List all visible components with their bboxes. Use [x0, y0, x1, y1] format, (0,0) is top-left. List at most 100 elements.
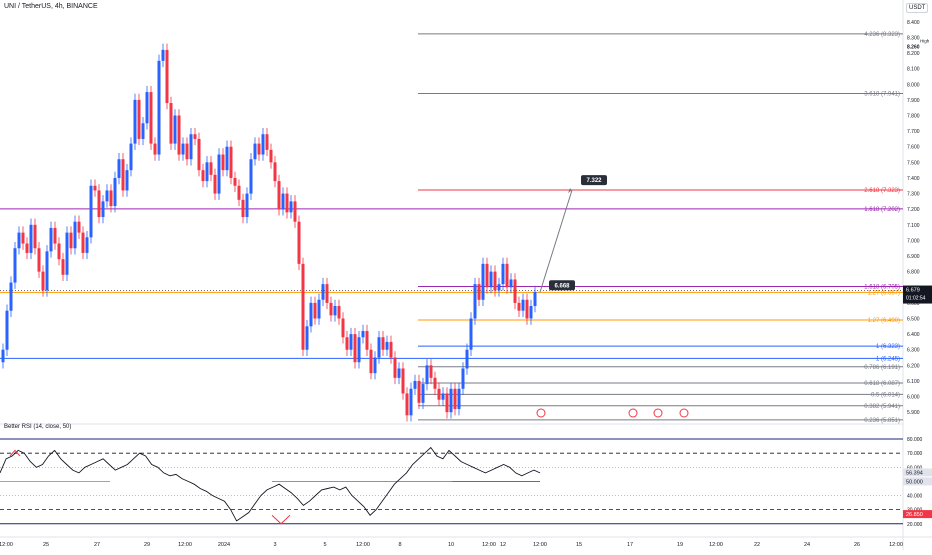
candle-body [449, 388, 453, 413]
candle-body [409, 388, 413, 416]
price-tick-label: 7.400 [907, 176, 920, 182]
candle-body [273, 162, 277, 182]
time-tick-label: 12:00 [356, 542, 370, 548]
candle-body [281, 193, 285, 210]
rsi-lower-value-tag [903, 510, 932, 519]
time-tick-label: 15 [576, 542, 582, 548]
time-tick-label: 22 [754, 542, 760, 548]
fib-level-label: 4.236 (8.323) [864, 32, 900, 38]
fib-level-label: 1 (6.323) [876, 344, 900, 350]
candle-body [329, 302, 333, 316]
time-tick-label: 27 [94, 542, 100, 548]
candle-body [437, 388, 441, 400]
candle-body [453, 388, 457, 410]
candle-body [465, 349, 469, 369]
time-tick-label: 12:00 [889, 542, 903, 548]
candle-body [341, 318, 345, 338]
price-tick-label: 8.200 [907, 51, 920, 57]
candle-body [521, 299, 525, 311]
candle-body [233, 177, 237, 186]
time-tick-label: 12:00 [709, 542, 723, 548]
event-icon [536, 408, 546, 418]
candle-body [49, 227, 53, 252]
candle-body [153, 143, 157, 155]
time-tick-label: 12:00 [0, 542, 13, 548]
candle-body [529, 306, 533, 319]
candle-body [325, 284, 329, 303]
projection-start-tag [549, 280, 575, 291]
candle-body [85, 237, 89, 253]
rsi-midline-value: 50.000 [906, 479, 923, 485]
candle-body [81, 232, 85, 253]
candle-body [157, 60, 161, 155]
candle-body [105, 190, 109, 202]
price-tick-label: 6.100 [907, 379, 920, 385]
candle-body [33, 224, 37, 249]
candle-body [481, 263, 485, 300]
candle-body [217, 154, 221, 194]
candle-body [1, 349, 5, 363]
rsi-title[interactable]: Better RSI (14, close, 50) [4, 424, 72, 430]
fib-level-label: 0.236 (5.851) [864, 418, 900, 424]
time-tick-label: 8 [398, 542, 401, 548]
candle-body [201, 170, 205, 182]
currency-label[interactable]: USDT [906, 3, 929, 13]
time-tick-label: 12:00 [178, 542, 192, 548]
candle-body [165, 49, 169, 104]
fib-level-label: 1.27 (6.490) [868, 318, 900, 324]
candle-body [309, 302, 313, 327]
high-label: High [920, 39, 930, 44]
candle-body [73, 221, 77, 249]
candle-body [189, 134, 193, 160]
candle-body [429, 365, 433, 378]
candle-body [369, 349, 373, 374]
price-tick-label: 7.100 [907, 223, 920, 229]
rsi-oversold-dip [271, 514, 291, 525]
price-tick-label: 6.200 [907, 363, 920, 369]
candle-body [261, 134, 265, 155]
candle-body [277, 181, 281, 210]
price-tick-label: 6.300 [907, 348, 920, 354]
candle-body [533, 291, 537, 307]
price-tick-label: 5.900 [907, 410, 920, 416]
candle-body [209, 162, 213, 175]
candle-body [361, 330, 365, 338]
fib-level-label: 2.618 (7.323) [864, 188, 900, 194]
candle-body [297, 221, 301, 264]
projection-end-tag [581, 175, 607, 186]
time-tick-label: 3 [273, 542, 276, 548]
projection-arrowhead [568, 188, 572, 194]
price-tick-label: 6.500 [907, 317, 920, 323]
candle-body [173, 115, 177, 144]
rsi-current-value-tag [903, 468, 932, 477]
candle-body [349, 334, 353, 350]
projection-start-label: 6.668 [554, 283, 570, 289]
candle-body [381, 337, 385, 350]
candle-body [61, 259, 65, 275]
candle-body [237, 185, 241, 200]
candle-body [37, 248, 41, 272]
time-tick-label: 5 [323, 542, 326, 548]
candle-body [313, 302, 317, 319]
candle-body [301, 263, 305, 350]
candle-body [225, 146, 229, 171]
candle-body [457, 388, 461, 410]
time-tick-label: 26 [854, 542, 860, 548]
rsi-current-value: 56.394 [906, 470, 923, 476]
price-tick-label: 7.700 [907, 129, 920, 135]
price-tick-label: 7.500 [907, 160, 920, 166]
candle-body [65, 232, 69, 275]
price-tick-label: 7.900 [907, 98, 920, 104]
candle-body [53, 227, 57, 244]
symbol-title[interactable]: UNI / TetherUS, 4h, BINANCE [4, 3, 98, 10]
rsi-tick-label: 60.000 [907, 465, 923, 471]
candle-body [373, 357, 377, 374]
candle-body [161, 49, 165, 61]
last-price-value: 6.679 [906, 288, 920, 294]
candle-body [137, 99, 141, 139]
price-tick-label: 6.000 [907, 395, 920, 401]
candle-body [117, 159, 121, 178]
